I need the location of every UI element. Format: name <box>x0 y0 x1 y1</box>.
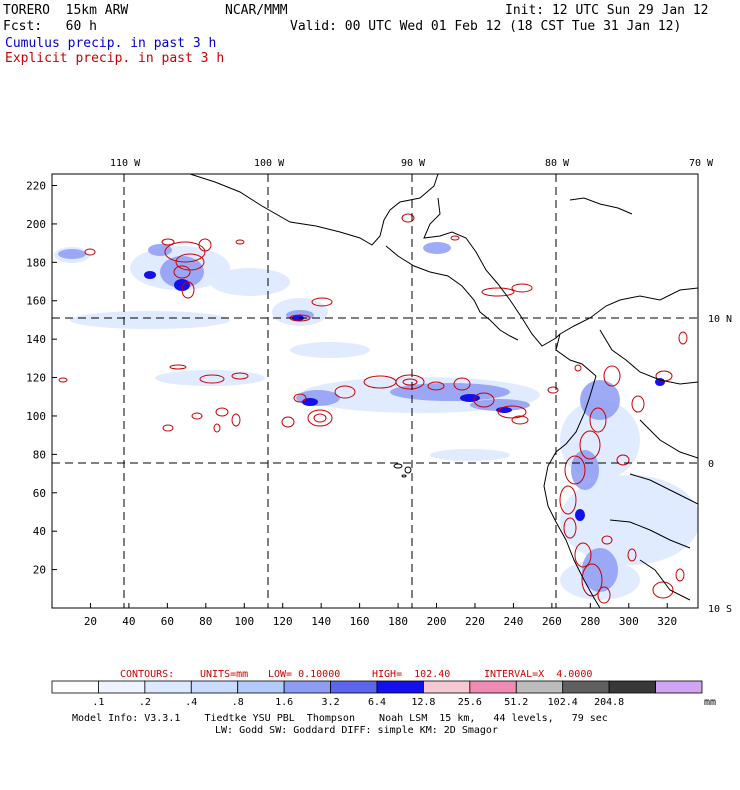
colorbar: .1.2.4.8 1.6 3.2 6.4 12.8 25.6 51.2 102.4 204.8 … <box>51 680 716 708</box>
cumulus-medium-shading <box>58 242 620 592</box>
explicit-contours <box>58 213 688 604</box>
y-tick-label: 40 <box>33 525 46 538</box>
org-label: NCAR/MMM <box>225 3 288 18</box>
contour-interval: INTERVAL=X 4.0000 <box>484 669 593 680</box>
lon-label: 100 W <box>254 158 285 169</box>
contour-low: LOW= 0.10000 <box>268 669 341 680</box>
colorbar-swatch <box>51 680 99 694</box>
lat-label: 10 N <box>708 314 732 325</box>
cumulus-heavy-shading <box>144 271 665 521</box>
lat-label: 0 <box>708 459 714 470</box>
valid-time: Valid: 00 UTC Wed 01 Feb 12 (18 CST Tue … <box>290 19 682 34</box>
y-tick-label: 160 <box>26 295 46 308</box>
colorbar-label: 102.4 <box>548 697 578 708</box>
x-tick-label: 300 <box>619 615 639 628</box>
lon-label: 110 W <box>110 158 141 169</box>
contour-units: UNITS=mm <box>200 669 249 680</box>
model-title: TORERO 15km ARW <box>3 3 129 18</box>
colorbar-label: 25.6 <box>458 697 482 708</box>
colorbar-swatch <box>562 680 610 694</box>
explicit-field-label: Explicit precip. in past 3 h <box>5 51 225 66</box>
lat-label: 10 S <box>708 604 732 615</box>
colorbar-label: 6.4 <box>368 697 386 708</box>
x-tick-label: 220 <box>465 615 485 628</box>
cumulus-light-shading <box>54 246 698 600</box>
colorbar-swatch <box>98 680 146 694</box>
x-tick-label: 20 <box>84 615 97 628</box>
y-tick-label: 220 <box>26 180 46 193</box>
colorbar-swatch <box>608 680 656 694</box>
x-tick-labels: 20 40 60 80 100 120 140 160 180 200 220 240 260 280 30… <box>84 615 677 628</box>
x-tick-label: 120 <box>273 615 293 628</box>
colorbar-label: .1 <box>92 697 104 708</box>
latitude-labels: 10 N 0 10 S <box>708 314 732 615</box>
y-tick-label: 20 <box>33 564 46 577</box>
lon-label: 90 W <box>401 158 426 169</box>
x-tick-label: 320 <box>657 615 677 628</box>
y-tick-label: 80 <box>33 448 46 461</box>
x-tick-label: 260 <box>542 615 562 628</box>
colorbar-unit: mm <box>704 697 716 708</box>
coastlines <box>189 174 698 608</box>
y-tick-marks <box>52 185 57 571</box>
colorbar-swatch <box>376 680 424 694</box>
x-tick-label: 40 <box>122 615 135 628</box>
model-physics: LW: Godd SW: Goddard DIFF: simple KM: 2D… <box>215 725 498 736</box>
x-tick-label: 180 <box>388 615 408 628</box>
colorbar-swatch <box>330 680 378 694</box>
colorbar-label: 3.2 <box>322 697 340 708</box>
precip-map: 110 W 100 W 90 W 80 W 70 W 10 N 0 10 S 2… <box>26 158 732 628</box>
colorbar-swatch <box>144 680 192 694</box>
colorbar-swatch <box>283 680 331 694</box>
plot-frame <box>51 173 699 609</box>
y-tick-label: 180 <box>26 256 46 269</box>
forecast-hour: Fcst: 60 h <box>3 19 97 34</box>
y-tick-label: 100 <box>26 410 46 423</box>
y-tick-label: 60 <box>33 487 46 500</box>
colorbar-label: 12.8 <box>411 697 435 708</box>
colorbar-swatch <box>237 680 285 694</box>
y-tick-label: 120 <box>26 372 46 385</box>
model-info: Model Info: V3.3.1 Tiedtke YSU PBL Thomp… <box>72 713 608 724</box>
cumulus-field-label: Cumulus precip. in past 3 h <box>5 36 217 51</box>
colorbar-swatch <box>423 680 471 694</box>
colorbar-label: 51.2 <box>504 697 528 708</box>
x-tick-label: 80 <box>199 615 212 628</box>
contour-title: CONTOURS: <box>120 669 175 680</box>
longitude-labels: 110 W 100 W 90 W 80 W 70 W <box>110 158 714 169</box>
x-tick-label: 160 <box>350 615 370 628</box>
colorbar-swatch <box>515 680 564 694</box>
lon-label: 70 W <box>689 158 714 169</box>
x-tick-marks <box>89 603 668 608</box>
colorbar-label: .8 <box>232 697 244 708</box>
x-tick-label: 60 <box>161 615 174 628</box>
colorbar-label: .2 <box>139 697 151 708</box>
colorbar-label: 204.8 <box>594 697 624 708</box>
colorbar-label: .4 <box>185 697 197 708</box>
x-tick-label: 200 <box>427 615 447 628</box>
lon-label: 80 W <box>545 158 570 169</box>
y-tick-label: 140 <box>26 333 46 346</box>
colorbar-swatch <box>655 680 703 694</box>
x-tick-label: 140 <box>311 615 331 628</box>
colorbar-swatch <box>469 680 517 694</box>
y-tick-label: 200 <box>26 218 46 231</box>
graticule <box>52 174 698 608</box>
x-tick-label: 240 <box>503 615 523 628</box>
x-tick-label: 280 <box>580 615 600 628</box>
y-tick-labels: 20 40 60 80 100 120 140 160 180 200 220 <box>26 180 46 577</box>
init-time: Init: 12 UTC Sun 29 Jan 12 <box>505 3 709 18</box>
contour-high: HIGH= 102.40 <box>372 669 451 680</box>
colorbar-swatch <box>190 680 239 694</box>
x-tick-label: 100 <box>234 615 254 628</box>
colorbar-label: 1.6 <box>275 697 293 708</box>
